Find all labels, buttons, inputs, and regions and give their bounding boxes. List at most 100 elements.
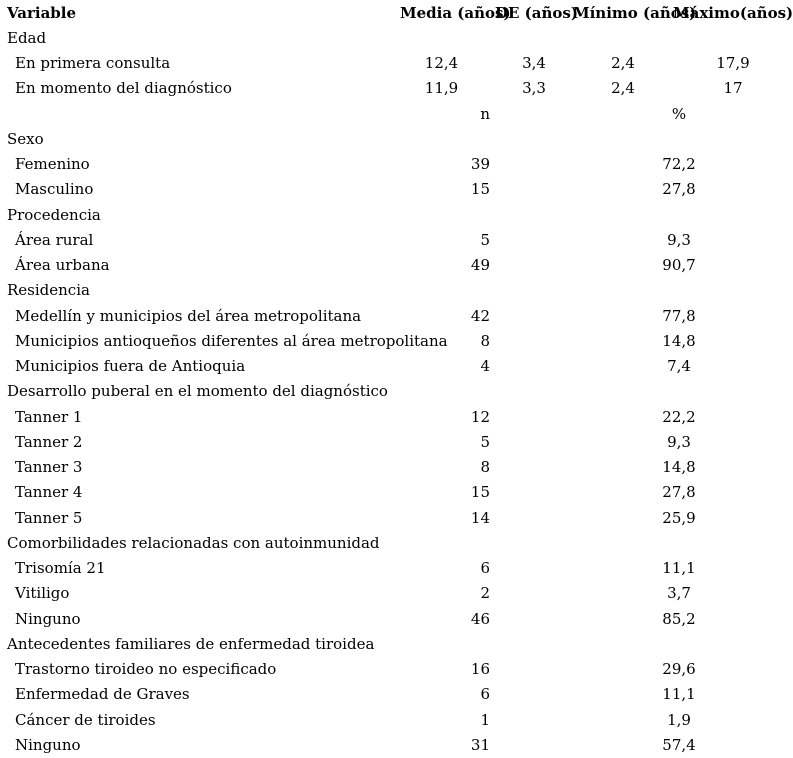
count-n-value: 15 bbox=[470, 180, 490, 199]
group-row: Procedencia bbox=[0, 202, 793, 227]
column-header-variable: Variable bbox=[7, 3, 77, 22]
count-percent-value: 11,1 bbox=[662, 685, 696, 704]
empty-cell bbox=[400, 379, 793, 404]
group-label: Sexo bbox=[7, 129, 44, 148]
empty-cell bbox=[495, 404, 573, 429]
empty-cell bbox=[495, 354, 573, 379]
count-row: Trastorno tiroideo no especificado 16 29… bbox=[0, 657, 793, 682]
empty-cell bbox=[400, 530, 793, 555]
count-label: Área rural bbox=[15, 230, 94, 249]
group-label: Antecedentes familiares de enfermedad ti… bbox=[7, 634, 375, 653]
count-percent-value: 9,3 bbox=[667, 432, 691, 451]
group-row: Sexo bbox=[0, 126, 793, 151]
empty-cell bbox=[495, 581, 573, 606]
count-row: Vitiligo 2 3,7 bbox=[0, 581, 793, 606]
count-label: Masculino bbox=[15, 180, 94, 199]
count-percent-value: 27,8 bbox=[662, 483, 696, 502]
count-label: Tanner 4 bbox=[15, 483, 83, 502]
count-n-value: 46 bbox=[470, 609, 490, 628]
empty-cell bbox=[400, 202, 793, 227]
count-label: Trisomía 21 bbox=[15, 559, 106, 578]
empty-cell bbox=[495, 429, 573, 454]
count-row: Ninguno 46 85,2 bbox=[0, 606, 793, 631]
stat-minimo-value: 2,4 bbox=[611, 79, 635, 98]
count-label: Ninguno bbox=[15, 735, 81, 754]
count-percent-value: 9,3 bbox=[667, 230, 691, 249]
group-label: Procedencia bbox=[7, 205, 101, 224]
count-label: Municipios antioqueños diferentes al áre… bbox=[15, 331, 448, 350]
group-row: Edad bbox=[0, 25, 793, 50]
stat-row: En primera consulta 12,4 3,4 2,4 17,9 bbox=[0, 51, 793, 76]
count-row: Área rural 5 9,3 bbox=[0, 227, 793, 252]
count-percent-value: 1,9 bbox=[667, 710, 691, 729]
empty-cell bbox=[495, 556, 573, 581]
empty-cell bbox=[495, 253, 573, 278]
count-label: Vitiligo bbox=[15, 584, 70, 603]
stat-de-value: 3,3 bbox=[522, 79, 546, 98]
count-n-value: 12 bbox=[470, 407, 490, 426]
group-row: Comorbilidades relacionadas con autoinmu… bbox=[0, 530, 793, 555]
empty-cell bbox=[495, 505, 573, 530]
count-n-value: 8 bbox=[480, 331, 490, 350]
count-n-value: 2 bbox=[480, 584, 490, 603]
count-row: Municipios antioqueños diferentes al áre… bbox=[0, 328, 793, 353]
count-n-value: 8 bbox=[480, 458, 490, 477]
column-header-de: DE (años) bbox=[495, 3, 578, 22]
stat-maximo-value: 17,9 bbox=[716, 54, 750, 73]
empty-cell bbox=[495, 101, 573, 126]
empty-cell bbox=[495, 732, 573, 757]
empty-cell bbox=[495, 177, 573, 202]
count-row: Área urbana 49 90,7 bbox=[0, 253, 793, 278]
empty-cell bbox=[400, 631, 793, 656]
subheader-spacer bbox=[0, 101, 400, 126]
count-percent-value: 7,4 bbox=[667, 357, 691, 376]
subheader-n-label: n bbox=[480, 104, 490, 123]
count-n-value: 42 bbox=[470, 306, 490, 325]
empty-cell bbox=[495, 455, 573, 480]
empty-cell bbox=[495, 707, 573, 732]
empty-cell bbox=[495, 328, 573, 353]
column-header-minimo: Mínimo (años) bbox=[573, 3, 697, 22]
count-row: Tanner 3 8 14,8 bbox=[0, 455, 793, 480]
group-label: Comorbilidades relacionadas con autoinmu… bbox=[7, 533, 380, 552]
subheader-row: n % bbox=[0, 101, 793, 126]
count-row: Ninguno 31 57,4 bbox=[0, 732, 793, 757]
stat-media-value: 12,4 bbox=[424, 54, 459, 73]
count-row: Municipios fuera de Antioquia 4 7,4 bbox=[0, 354, 793, 379]
count-n-value: 39 bbox=[470, 155, 490, 174]
count-percent-value: 25,9 bbox=[662, 508, 696, 527]
group-label: Residencia bbox=[7, 281, 90, 300]
count-label: Tanner 5 bbox=[15, 508, 83, 527]
count-label: Área urbana bbox=[15, 256, 110, 275]
empty-cell bbox=[495, 152, 573, 177]
count-row: Masculino 15 27,8 bbox=[0, 177, 793, 202]
count-n-value: 5 bbox=[480, 230, 490, 249]
count-row: Medellín y municipios del área metropoli… bbox=[0, 303, 793, 328]
count-label: Tanner 1 bbox=[15, 407, 83, 426]
column-header-media: Media (años) bbox=[400, 3, 511, 22]
count-n-value: 49 bbox=[470, 256, 490, 275]
count-n-value: 14 bbox=[470, 508, 490, 527]
empty-cell bbox=[495, 227, 573, 252]
count-row: Femenino 39 72,2 bbox=[0, 152, 793, 177]
count-label: Enfermedad de Graves bbox=[15, 685, 190, 704]
count-percent-value: 72,2 bbox=[662, 155, 696, 174]
count-row: Tanner 4 15 27,8 bbox=[0, 480, 793, 505]
count-label: Femenino bbox=[15, 155, 90, 174]
count-n-value: 6 bbox=[480, 559, 490, 578]
count-row: Trisomía 21 6 11,1 bbox=[0, 556, 793, 581]
table-header-row: Variable Media (años) DE (años) Mínimo (… bbox=[0, 0, 793, 25]
count-row: Enfermedad de Graves 6 11,1 bbox=[0, 682, 793, 707]
count-percent-value: 77,8 bbox=[662, 306, 696, 325]
count-row: Tanner 1 12 22,2 bbox=[0, 404, 793, 429]
empty-cell bbox=[495, 657, 573, 682]
count-row: Tanner 2 5 9,3 bbox=[0, 429, 793, 454]
count-label: Tanner 3 bbox=[15, 458, 83, 477]
count-n-value: 5 bbox=[480, 432, 490, 451]
empty-cell bbox=[495, 606, 573, 631]
count-row: Tanner 5 14 25,9 bbox=[0, 505, 793, 530]
count-label: Cáncer de tiroides bbox=[15, 710, 156, 729]
stat-label: En momento del diagnóstico bbox=[15, 79, 232, 98]
count-percent-value: 11,1 bbox=[662, 559, 696, 578]
